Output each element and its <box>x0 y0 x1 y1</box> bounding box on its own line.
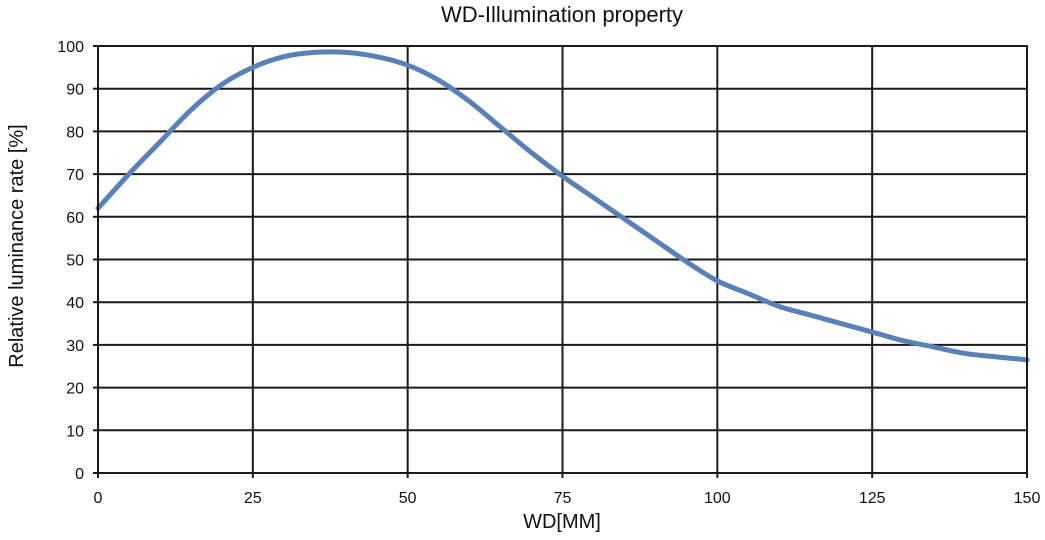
y-axis-ticks: 0 10 20 30 40 50 60 70 80 90 100 <box>57 39 98 483</box>
y-tick-label: 10 <box>66 423 84 440</box>
y-tick-label: 30 <box>66 338 84 355</box>
y-tick-label: 80 <box>66 124 84 141</box>
x-tick-label: 125 <box>859 490 886 507</box>
chart-title: WD-Illumination property <box>441 2 683 27</box>
series-line <box>95 49 1030 363</box>
x-axis-ticks: 0 25 50 75 100 125 150 <box>94 473 1041 507</box>
x-tick-label: 50 <box>399 490 417 507</box>
y-tick-label: 20 <box>66 381 84 398</box>
x-tick-label: 100 <box>704 490 731 507</box>
x-tick-label: 25 <box>244 490 262 507</box>
x-axis-label: WD[MM] <box>523 511 601 533</box>
y-axis-label: Relative luminance rate [%] <box>6 124 28 367</box>
x-tick-label: 150 <box>1014 490 1041 507</box>
x-tick-label: 75 <box>554 490 572 507</box>
y-tick-label: 90 <box>66 82 84 99</box>
y-tick-label: 40 <box>66 295 84 312</box>
y-tick-label: 100 <box>57 39 84 56</box>
line-series <box>95 49 1030 363</box>
x-tick-label: 0 <box>94 490 103 507</box>
y-tick-label: 70 <box>66 167 84 184</box>
y-tick-label: 60 <box>66 210 84 227</box>
y-tick-label: 0 <box>75 466 84 483</box>
grid <box>97 45 1028 474</box>
y-tick-label: 50 <box>66 253 84 270</box>
